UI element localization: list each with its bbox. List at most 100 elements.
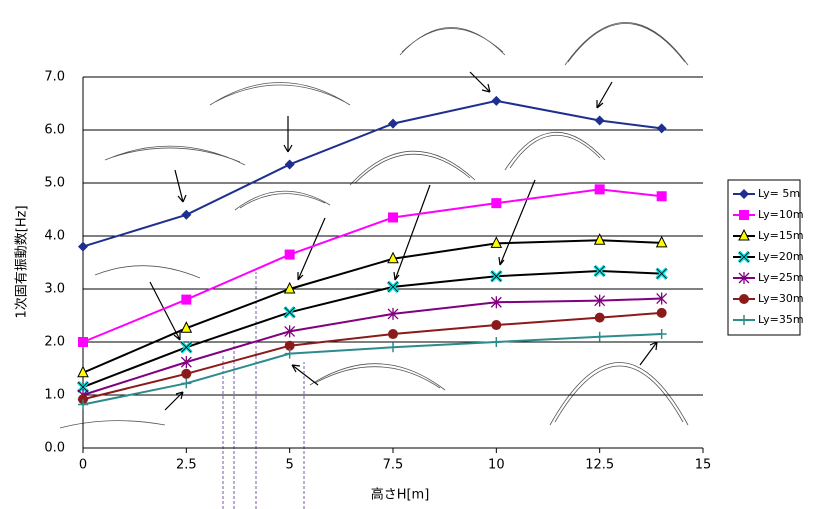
arrow <box>394 185 430 280</box>
marker <box>285 349 295 359</box>
arrow <box>597 82 612 108</box>
x-axis-label: 高さH[m] <box>371 487 430 503</box>
marker <box>491 337 501 347</box>
legend-label: Ly=25m <box>758 271 804 284</box>
arrow <box>499 180 535 265</box>
marker <box>388 342 398 352</box>
legend-label: Ly=20m <box>758 250 804 263</box>
marker-part <box>491 198 501 208</box>
x-tick-label: 12.5 <box>585 458 614 473</box>
dome-thumbnail <box>350 151 475 185</box>
legend-label: Ly=15m <box>758 229 804 242</box>
marker-part <box>595 332 605 342</box>
marker-part <box>491 320 501 330</box>
marker <box>78 242 88 252</box>
marker <box>657 308 667 318</box>
marker <box>657 191 667 201</box>
x-tick-label: 0 <box>79 458 87 473</box>
x-tick-label: 5 <box>286 458 294 473</box>
marker <box>181 210 191 220</box>
y-tick-label: 0.0 <box>44 441 65 456</box>
marker <box>657 329 667 339</box>
marker-part <box>491 337 501 347</box>
series-line <box>83 271 662 387</box>
marker-part <box>78 337 88 347</box>
x-tick-label: 15 <box>695 458 712 473</box>
arrow <box>150 282 180 340</box>
y-tick-label: 6.0 <box>44 123 65 138</box>
marker <box>181 342 191 352</box>
y-tick-label: 1.0 <box>44 388 65 403</box>
guide-line <box>223 272 304 509</box>
y-tick-label: 5.0 <box>44 176 65 191</box>
marker-part <box>181 342 191 352</box>
arrow <box>284 116 292 152</box>
arrows <box>150 72 657 509</box>
marker-part <box>739 294 749 304</box>
marker-part <box>285 159 295 169</box>
x-tick-label: 7.5 <box>383 458 404 473</box>
y-tick-label: 4.0 <box>44 229 65 244</box>
dome-thumbnail <box>235 191 330 210</box>
marker <box>739 294 749 304</box>
y-tick-label: 2.0 <box>44 335 65 350</box>
marker <box>388 119 398 129</box>
marker <box>739 210 749 220</box>
marker-part <box>388 342 398 352</box>
marker <box>491 96 501 106</box>
series-line <box>83 334 662 404</box>
arrow <box>292 365 318 385</box>
marker <box>491 320 501 330</box>
legend-label: Ly=35m <box>758 313 804 326</box>
marker <box>181 295 191 305</box>
legend-label: Ly= 5m <box>758 187 800 200</box>
marker <box>78 337 88 347</box>
y-axis-label: 1次固有振動数[Hz] <box>14 205 30 318</box>
marker-part <box>657 191 667 201</box>
marker <box>595 332 605 342</box>
marker-part <box>657 329 667 339</box>
marker-part <box>657 123 667 133</box>
marker-part <box>388 119 398 129</box>
series-line <box>83 299 662 395</box>
marker-part <box>595 313 605 323</box>
marker-part <box>595 115 605 125</box>
marker <box>181 378 191 388</box>
marker <box>657 123 667 133</box>
dome-thumbnail <box>550 363 688 426</box>
marker-part <box>657 308 667 318</box>
arrow <box>640 342 657 365</box>
marker <box>595 184 605 194</box>
x-tick-label: 2.5 <box>176 458 197 473</box>
dome-thumbnail <box>95 266 200 278</box>
x-tick-label: 10 <box>488 458 505 473</box>
marker-part <box>388 329 398 339</box>
y-tick-label: 7.0 <box>44 70 65 85</box>
chart: 高さH[m] 1次固有振動数[Hz] 0.0 1.0 2.0 3.0 4.0 5.0 6.0… <box>0 0 822 509</box>
marker-part <box>739 210 749 220</box>
dome-thumbnail <box>310 364 445 390</box>
dome-thumbnail <box>60 421 165 428</box>
marker <box>491 198 501 208</box>
marker-part <box>181 369 191 379</box>
y-tick-label: 3.0 <box>44 282 65 297</box>
dome-thumbnail <box>105 146 245 165</box>
dome-thumbnail <box>210 83 350 106</box>
marker-part <box>388 212 398 222</box>
marker-part <box>78 242 88 252</box>
dome-thumbnail <box>505 132 605 170</box>
legend-label: Ly=10m <box>758 208 804 221</box>
marker-part <box>285 250 295 260</box>
marker <box>595 313 605 323</box>
dome-thumbnail <box>565 23 688 66</box>
marker-part <box>285 349 295 359</box>
arrow <box>175 170 186 202</box>
arrow <box>470 72 490 92</box>
marker <box>595 115 605 125</box>
marker <box>285 250 295 260</box>
marker-part <box>181 210 191 220</box>
dome-thumbnail <box>400 28 505 56</box>
marker <box>388 212 398 222</box>
marker-part <box>595 184 605 194</box>
marker <box>181 369 191 379</box>
